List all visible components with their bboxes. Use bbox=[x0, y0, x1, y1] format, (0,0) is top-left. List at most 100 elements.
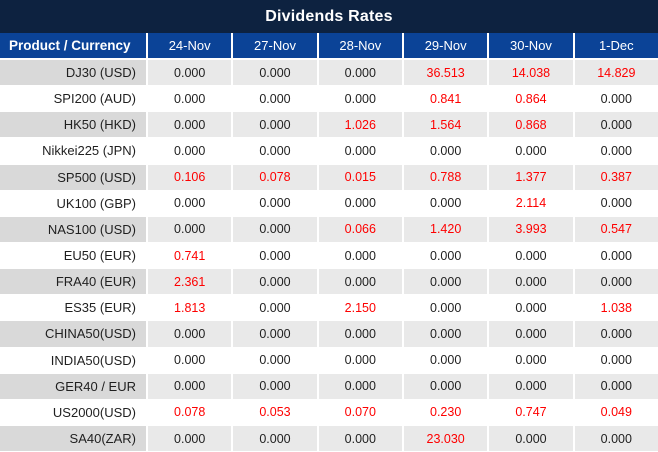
rate-value-cell: 0.000 bbox=[574, 112, 658, 138]
rate-value-cell: 0.078 bbox=[233, 164, 319, 190]
product-cell: Nikkei225 (JPN) bbox=[0, 138, 148, 164]
rate-value-cell: 0.066 bbox=[318, 216, 404, 242]
rate-value-cell: 0.000 bbox=[489, 321, 575, 347]
rate-value-cell: 0.000 bbox=[489, 138, 575, 164]
rate-value-cell: 0.053 bbox=[233, 399, 319, 425]
rate-value-cell: 0.000 bbox=[148, 373, 234, 399]
product-cell: ES35 (EUR) bbox=[0, 295, 148, 321]
product-cell: SPI200 (AUD) bbox=[0, 86, 148, 112]
rate-value-cell: 0.000 bbox=[574, 373, 658, 399]
rate-value-cell: 0.000 bbox=[404, 138, 490, 164]
rate-value-cell: 0.000 bbox=[489, 373, 575, 399]
rate-value-cell: 3.993 bbox=[489, 216, 575, 242]
table-row: SP500 (USD) 0.106 0.078 0.015 0.788 1.377 0.38… bbox=[0, 164, 658, 191]
rate-value-cell: 0.000 bbox=[148, 216, 234, 242]
rate-value-cell: 0.741 bbox=[148, 242, 234, 269]
rate-value-cell: 0.000 bbox=[600, 353, 632, 368]
rate-value-cell: 0.000 bbox=[233, 242, 319, 269]
rate-value-cell: 0.000 bbox=[403, 269, 490, 295]
rate-value-cell: 0.000 bbox=[233, 373, 319, 399]
rate-value-cell: 0.000 bbox=[574, 425, 658, 452]
rate-value-cell: 0.000 bbox=[319, 347, 404, 373]
rate-value-cell: 0.049 bbox=[600, 405, 632, 420]
rate-value-cell: 1.813 bbox=[148, 295, 234, 321]
rate-value-cell: 0.078 bbox=[148, 399, 234, 425]
rate-value-cell: 0.547 bbox=[574, 216, 658, 242]
rate-value-cell: 0.000 bbox=[319, 138, 404, 164]
panel-title: Dividends Rates bbox=[265, 7, 393, 25]
rate-value-cell: 2.361 bbox=[148, 269, 234, 295]
rate-value-cell: 0.000 bbox=[233, 138, 319, 164]
rate-value-cell: 14.038 bbox=[489, 60, 575, 86]
product-cell: NAS100 (USD) bbox=[0, 216, 148, 242]
table-row: FRA40 (EUR) 2.361 0.000 0.000 0.000 0.000 0.00… bbox=[0, 269, 658, 296]
date-column-header: 28-Nov bbox=[319, 33, 404, 58]
rate-value-cell: 0.000 bbox=[148, 347, 234, 373]
rate-value-cell: 0.000 bbox=[404, 242, 490, 269]
rate-value-cell: 0.000 bbox=[489, 269, 575, 295]
rate-value-cell: 0.000 bbox=[233, 321, 319, 347]
rate-value-cell: 0.000 bbox=[233, 112, 319, 138]
table-row: DJ30 (USD) 0.000 0.000 0.000 36.513 14.038 14.… bbox=[0, 60, 658, 87]
rate-value-cell: 0.000 bbox=[148, 190, 234, 216]
table-row: GER40 / EUR 0.000 0.000 0.000 0.000 0.000 0.00… bbox=[0, 373, 658, 400]
rate-value-cell: 0.000 bbox=[319, 86, 404, 112]
rate-value-cell: 0.000 bbox=[404, 190, 490, 216]
rate-value-cell: 0.000 bbox=[233, 269, 319, 295]
rate-value-cell: 2.114 bbox=[489, 190, 575, 216]
rate-value-cell: 0.000 bbox=[233, 425, 319, 452]
rate-value-cell: 0.000 bbox=[489, 347, 575, 373]
rate-value-cell: 0.000 bbox=[600, 196, 632, 211]
rate-value-cell: 14.829 bbox=[574, 60, 658, 86]
rate-value-cell: 0.000 bbox=[600, 143, 632, 158]
product-cell: FRA40 (EUR) bbox=[0, 269, 148, 295]
table-row: ES35 (EUR) 1.813 0.000 2.150 0.000 0.000 1.038 bbox=[0, 295, 658, 322]
product-cell: DJ30 (USD) bbox=[0, 60, 148, 86]
table-row: Nikkei225 (JPN) 0.000 0.000 0.000 0.000 0.000… bbox=[0, 138, 658, 165]
table-row: SA40(ZAR) 0.000 0.000 0.000 23.030 0.000 0.000 bbox=[0, 425, 658, 452]
table-row: CHINA50(USD) 0.000 0.000 0.000 0.000 0.000 0.0… bbox=[0, 321, 658, 348]
rate-value-cell: 0.230 bbox=[404, 399, 490, 425]
product-cell: GER40 / EUR bbox=[0, 373, 148, 399]
rate-value-cell: 0.000 bbox=[233, 86, 319, 112]
rate-value-cell: 0.788 bbox=[403, 164, 490, 190]
table-header-row: Product / Currency 24-Nov 27-Nov 28-Nov 29-… bbox=[0, 33, 658, 60]
rate-value-cell: 0.000 bbox=[403, 373, 490, 399]
rate-value-cell: 0.000 bbox=[233, 216, 319, 242]
date-column-header: 27-Nov bbox=[233, 33, 319, 58]
product-cell: US2000(USD) bbox=[0, 399, 148, 425]
rate-value-cell: 0.000 bbox=[403, 321, 490, 347]
rate-value-cell: 1.377 bbox=[489, 164, 575, 190]
date-column-header: 24-Nov bbox=[148, 33, 234, 58]
rate-value-cell: 0.000 bbox=[489, 425, 575, 452]
date-column-header: 30-Nov bbox=[489, 33, 575, 58]
product-cell: EU50 (EUR) bbox=[0, 242, 148, 269]
rate-value-cell: 0.000 bbox=[404, 295, 490, 321]
rate-value-cell: 0.868 bbox=[489, 112, 575, 138]
product-cell: UK100 (GBP) bbox=[0, 190, 148, 216]
table-row: NAS100 (USD) 0.000 0.000 0.066 1.420 3.993 0.5… bbox=[0, 216, 658, 243]
rate-value-cell: 23.030 bbox=[403, 425, 490, 452]
table-row: INDIA50(USD) 0.000 0.000 0.000 0.000 0.000 0.0… bbox=[0, 347, 658, 374]
product-cell: CHINA50(USD) bbox=[0, 321, 148, 347]
rate-value-cell: 0.000 bbox=[600, 248, 632, 263]
rate-value-cell: 0.000 bbox=[600, 91, 632, 106]
rate-value-cell: 0.000 bbox=[148, 86, 234, 112]
rate-value-cell: 0.000 bbox=[318, 321, 404, 347]
table-row: US2000(USD) 0.078 0.053 0.070 0.230 0.747 0.04… bbox=[0, 399, 658, 426]
rate-value-cell: 0.000 bbox=[318, 425, 404, 452]
rate-value-cell: 0.070 bbox=[319, 399, 404, 425]
rate-value-cell: 0.000 bbox=[233, 295, 319, 321]
rate-value-cell: 0.000 bbox=[233, 347, 319, 373]
rate-value-cell: 0.000 bbox=[148, 138, 234, 164]
rate-value-cell: 1.026 bbox=[318, 112, 404, 138]
date-column-header: 1-Dec bbox=[598, 38, 634, 53]
rate-value-cell: 0.000 bbox=[148, 321, 234, 347]
table-row: UK100 (GBP) 0.000 0.000 0.000 0.000 2.114 0.00… bbox=[0, 190, 658, 217]
rate-value-cell: 0.000 bbox=[233, 190, 319, 216]
rate-value-cell: 0.000 bbox=[489, 295, 575, 321]
rate-value-cell: 0.000 bbox=[148, 112, 234, 138]
rate-value-cell: 1.420 bbox=[403, 216, 490, 242]
table-row: EU50 (EUR) 0.741 0.000 0.000 0.000 0.000 0.000 bbox=[0, 242, 658, 270]
